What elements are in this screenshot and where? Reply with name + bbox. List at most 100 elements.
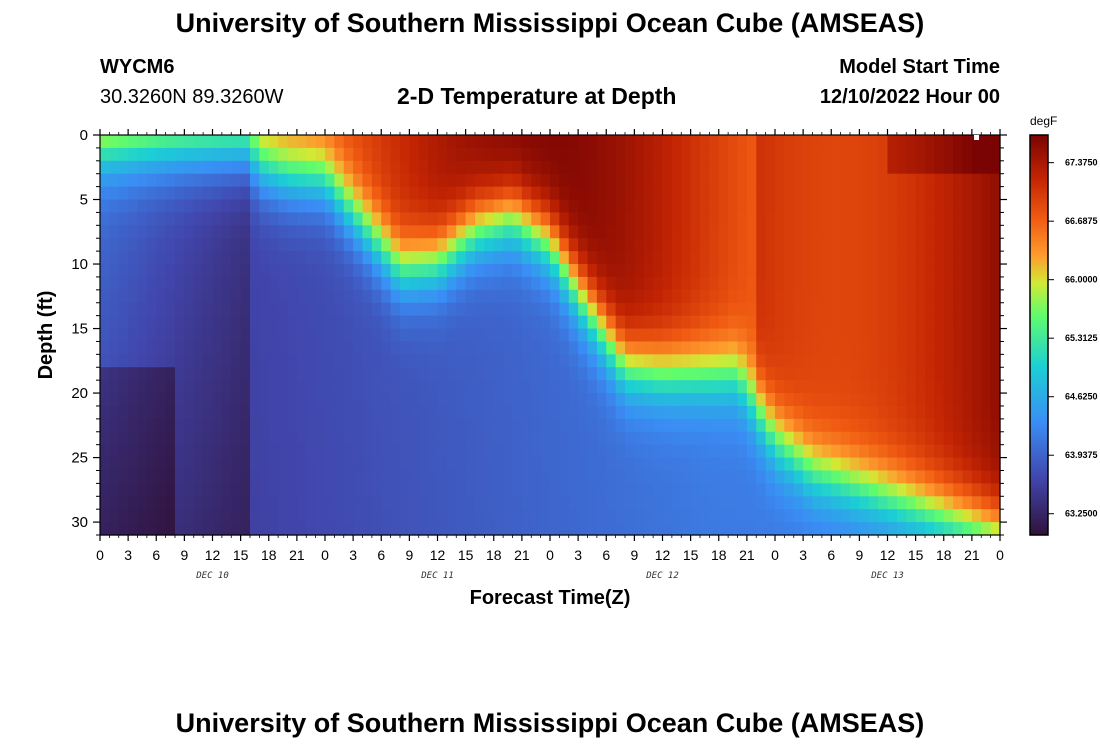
heat-cell [353,457,364,472]
heat-cell [878,186,889,201]
heat-cell [240,431,251,446]
heat-cell [259,238,270,252]
heat-cell [400,418,410,433]
heat-cell [521,186,532,201]
heat-cell [446,509,457,523]
heat-cell [259,212,270,226]
heat-cell [484,444,495,459]
heat-cell [493,496,504,510]
heat-cell [662,160,673,175]
heat-cell [184,186,195,201]
heat-cell [868,251,879,265]
heat-cell [334,380,345,394]
heat-cell [437,393,448,407]
heat-cell [343,367,354,381]
heat-cell [240,212,251,226]
heat-cell [625,225,635,239]
heat-cell [334,470,345,484]
heat-cell [887,405,898,420]
heat-cell [578,135,589,149]
heat-cell [568,483,579,497]
heat-cell [437,444,448,459]
heat-cell [353,418,364,433]
heat-cell [653,212,664,226]
heat-cell [521,354,532,368]
heat-cell [512,393,523,407]
heat-cell [343,302,354,317]
heat-cell [756,509,767,523]
heat-cell [653,276,664,291]
heat-cell [109,186,120,201]
heat-cell [953,483,964,497]
heat-cell [775,444,785,459]
heat-cell [531,354,542,368]
heat-cell [428,135,439,149]
heat-cell [906,354,917,368]
heat-cell [390,264,401,278]
heat-cell [756,251,767,265]
heat-cell [175,328,185,343]
heat-cell [231,483,242,497]
heat-cell [175,483,185,497]
heat-cell [371,173,382,188]
heat-cell [606,405,617,420]
heat-cell [700,444,710,459]
heat-cell [390,405,401,420]
heat-cell [531,367,542,381]
heat-cell [109,289,120,304]
heat-cell [381,212,392,226]
heat-cell [821,225,832,239]
heat-cell [746,483,757,497]
heat-cell [887,509,898,523]
heat-cell [606,135,617,149]
heat-cell [175,380,185,394]
heat-cell [615,225,626,239]
heat-cell [615,470,626,484]
heat-cell [193,186,204,201]
heat-cell [746,186,757,201]
heat-cell [587,328,598,343]
heat-cell [371,483,382,497]
heat-cell [531,160,542,175]
heat-cell [643,315,654,330]
heat-cell [578,393,589,407]
heat-cell [156,315,167,330]
x-tick-label: 6 [377,547,385,563]
heat-cell [962,509,973,523]
heat-cell [746,225,757,239]
heat-cell [962,418,973,433]
heat-cell [671,251,682,265]
heat-cell [962,522,973,536]
heat-cell [737,509,748,523]
heat-cell [878,238,889,252]
heat-cell [596,264,607,278]
heat-cell [287,276,298,291]
heat-cell [728,276,739,291]
heat-cell [146,186,157,201]
heat-cell [728,405,739,420]
heat-cell [165,160,176,175]
y-tick-label: 30 [71,514,88,531]
heat-cell [784,509,795,523]
heat-cell [925,199,935,214]
heat-cell [418,276,429,291]
heat-cell [184,380,195,394]
heat-cell [990,354,1001,368]
heat-cell [390,470,401,484]
heat-cell [287,212,298,226]
heat-cell [718,405,729,420]
heat-cell [737,264,748,278]
heat-cell [671,393,682,407]
heat-cell [653,302,664,317]
x-tick-label: 15 [458,547,474,563]
heat-cell [559,328,570,343]
heat-cell [268,173,279,188]
heat-cell [775,160,785,175]
heat-cell [259,276,270,291]
heat-cell [306,341,317,355]
heat-cell [296,186,307,201]
heat-cell [268,380,279,394]
heat-cell [109,315,120,330]
heat-cell [737,238,748,252]
heat-cell [990,522,1001,536]
